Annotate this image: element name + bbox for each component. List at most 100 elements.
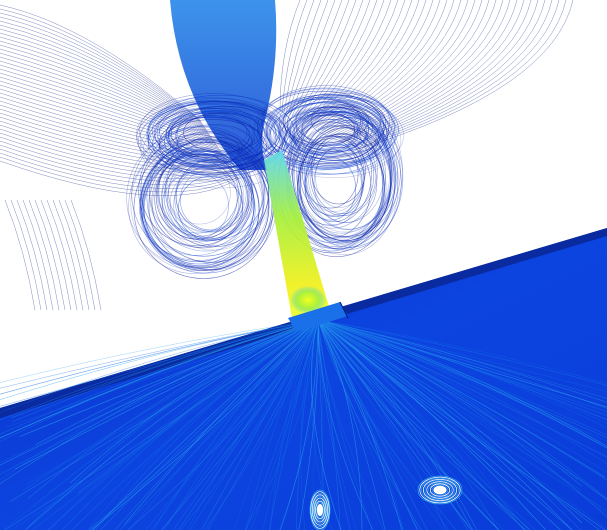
vortex-loop [139, 140, 273, 274]
surface-line [311, 319, 342, 530]
vortex-loop [183, 112, 262, 153]
surface-line [180, 319, 319, 530]
vortex-loop [159, 103, 274, 162]
vortex-ring-streamlines [126, 85, 404, 279]
vortex-loop [256, 96, 393, 175]
far-field-line [325, 0, 462, 134]
vortex-loop [277, 102, 369, 155]
far-field-line [0, 132, 233, 173]
vortex-loop [284, 111, 380, 167]
surface-line [317, 319, 386, 530]
surface-line [317, 319, 555, 501]
surface-line [317, 319, 533, 519]
far-field-line [70, 199, 102, 311]
surface-line [86, 319, 319, 530]
surface-line [317, 319, 422, 530]
vortex-loop [149, 137, 263, 252]
vortex-loop [278, 102, 369, 155]
bubble-ring [417, 475, 463, 505]
surface-line [145, 319, 319, 530]
vortex-loop [268, 96, 382, 162]
bubble-ring [313, 497, 327, 523]
vortex-loop [137, 103, 293, 181]
bubble-ring [309, 489, 331, 530]
far-field-line [0, 52, 213, 139]
surface-line [92, 319, 319, 530]
surface-line [317, 319, 428, 530]
surface-line [0, 319, 319, 481]
far-field-line [28, 199, 60, 311]
surface-line [317, 319, 384, 530]
vortex-loop [261, 85, 391, 160]
bubble-ring [421, 477, 459, 503]
vortex-loop [178, 176, 244, 242]
vortex-loop [170, 106, 279, 161]
vortex-loop [303, 120, 392, 230]
surface-line [317, 319, 500, 530]
far-field-line [0, 40, 210, 134]
surface-line [96, 319, 319, 530]
vortex-loop [283, 94, 381, 150]
far-field-line [297, 0, 364, 120]
surface-line [317, 319, 607, 429]
vortex-loop [147, 111, 281, 178]
vortex-loop [177, 124, 253, 163]
vortex-loop [269, 101, 388, 170]
surface-line [71, 319, 319, 530]
far-field-line [0, 76, 219, 148]
surface-line [4, 319, 319, 530]
surface-line [234, 319, 319, 530]
surface-line [317, 319, 607, 473]
far-field-line [347, 0, 539, 145]
surface-streamlines [0, 319, 607, 530]
surface-line [127, 319, 319, 530]
surface-line [317, 319, 607, 442]
vortex-loop [145, 100, 281, 169]
surface-line [317, 319, 525, 530]
upper-jet-plume [170, 0, 277, 170]
vortex-loop [266, 94, 397, 169]
vortex-loop [267, 101, 402, 179]
surface-line [11, 319, 319, 530]
far-field-line [4, 199, 36, 311]
far-field-line [301, 0, 378, 122]
far-field-line [329, 0, 476, 136]
far-field-line [0, 112, 228, 161]
surface-line [317, 319, 582, 491]
vortex-loop [169, 112, 248, 152]
bubble-ring [314, 499, 326, 521]
surface-line [317, 319, 607, 392]
bubble-ring [422, 478, 458, 501]
surface-line [28, 319, 319, 527]
vortex-loop [291, 104, 398, 237]
far-field-line [0, 64, 216, 143]
vortex-loop [175, 115, 255, 156]
surface-line [317, 319, 607, 399]
surface-line [317, 319, 607, 500]
vortex-loop [161, 149, 254, 242]
surface-line [280, 319, 319, 530]
surface-line [161, 319, 319, 530]
surface-line [317, 319, 607, 501]
vortex-loop [283, 113, 362, 158]
surface-line [269, 319, 319, 530]
far-field-line [299, 0, 371, 121]
surface-line [70, 319, 319, 484]
vortex-loop [292, 114, 367, 157]
far-field-line [0, 16, 204, 125]
surface-line [317, 319, 374, 530]
recirculation-bubbles [309, 475, 463, 530]
vortex-loop [154, 101, 287, 168]
surface-line [3, 319, 319, 530]
vortex-loop [289, 110, 359, 150]
surface-line [317, 319, 607, 412]
surface-line [12, 319, 319, 422]
vortex-loop [158, 124, 258, 175]
surface-line [62, 319, 319, 530]
surface-line [317, 319, 607, 386]
surface-line [120, 319, 319, 530]
vortex-loop [131, 126, 266, 261]
bubble-ring [433, 485, 447, 495]
far-field-line [0, 96, 224, 155]
far-field-line [0, 4, 201, 121]
